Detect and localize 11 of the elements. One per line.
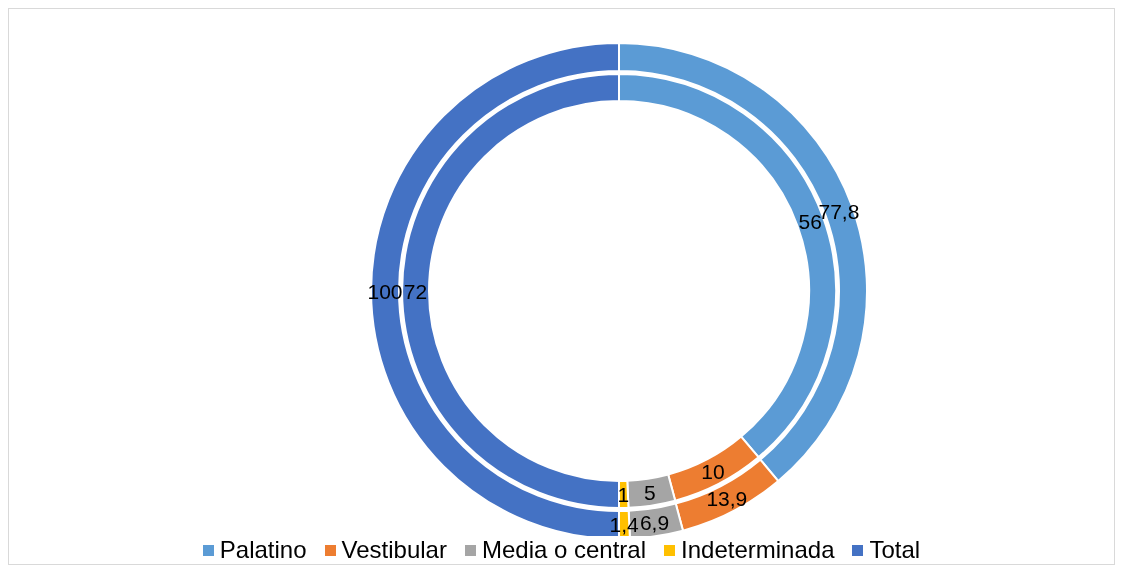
data-label: 5 — [644, 480, 656, 504]
legend-label: Indeterminada — [681, 536, 835, 564]
data-label: 72 — [403, 279, 428, 303]
data-label: 6,9 — [639, 510, 670, 534]
data-label: 10 — [701, 460, 725, 484]
legend-label: Palatino — [219, 536, 307, 564]
data-label: 1,4 — [609, 513, 640, 537]
legend-label: Total — [869, 536, 921, 564]
legend-label: Media o central — [481, 536, 647, 564]
data-label: 13,9 — [706, 487, 748, 511]
legend-label: Vestibular — [341, 536, 447, 564]
